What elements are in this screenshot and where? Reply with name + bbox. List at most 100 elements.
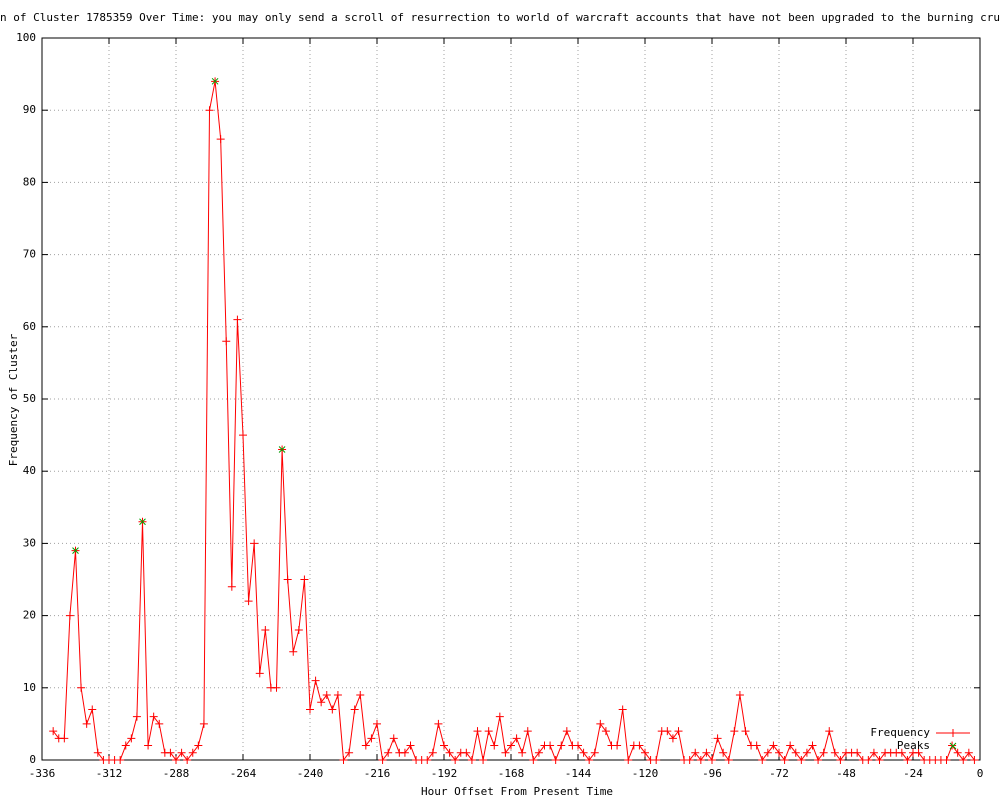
point-marker bbox=[278, 446, 286, 453]
point-marker bbox=[244, 597, 253, 606]
point-marker bbox=[82, 719, 91, 728]
x-tick-label: -72 bbox=[769, 767, 789, 780]
point-marker bbox=[88, 705, 97, 714]
point-marker bbox=[735, 691, 744, 700]
point-marker bbox=[959, 756, 968, 764]
point-marker bbox=[473, 727, 482, 736]
y-tick-label: 40 bbox=[23, 464, 36, 477]
point-marker bbox=[479, 756, 488, 764]
y-tick-label: 70 bbox=[23, 248, 36, 261]
legend-marker bbox=[949, 729, 957, 737]
y-tick-label: 20 bbox=[23, 609, 36, 622]
point-marker bbox=[914, 748, 923, 757]
point-marker bbox=[512, 734, 521, 743]
point-marker bbox=[596, 719, 605, 728]
point-marker bbox=[367, 734, 376, 743]
point-marker bbox=[199, 719, 208, 728]
legend-label: Frequency bbox=[870, 726, 930, 739]
point-marker bbox=[65, 611, 74, 620]
x-tick-label: 0 bbox=[977, 767, 984, 780]
point-marker bbox=[613, 741, 622, 750]
point-marker bbox=[233, 315, 242, 324]
point-marker bbox=[574, 741, 582, 750]
x-tick-label: -336 bbox=[29, 767, 56, 780]
point-marker bbox=[534, 748, 543, 757]
point-marker bbox=[802, 748, 811, 757]
point-marker bbox=[350, 705, 359, 714]
x-tick-label: -96 bbox=[702, 767, 722, 780]
point-marker bbox=[345, 748, 354, 757]
y-tick-label: 90 bbox=[23, 103, 36, 116]
point-marker bbox=[674, 727, 683, 736]
point-marker bbox=[836, 756, 845, 764]
point-marker bbox=[166, 748, 175, 757]
y-tick-label: 50 bbox=[23, 392, 36, 405]
point-marker bbox=[830, 748, 839, 757]
plot-frame bbox=[41, 37, 981, 761]
y-axis-label: Frequency of Cluster bbox=[7, 333, 20, 466]
point-marker bbox=[808, 741, 817, 750]
point-marker bbox=[227, 582, 236, 591]
y-tick-label: 60 bbox=[23, 320, 36, 333]
point-marker bbox=[964, 748, 973, 757]
point-marker bbox=[702, 748, 711, 757]
point-marker bbox=[551, 756, 560, 764]
x-tick-label: -168 bbox=[498, 767, 525, 780]
x-tick-label: -240 bbox=[297, 767, 324, 780]
point-marker bbox=[708, 756, 716, 764]
point-marker bbox=[116, 756, 125, 764]
point-marker bbox=[155, 719, 164, 728]
point-marker bbox=[490, 741, 499, 750]
point-marker bbox=[222, 337, 231, 346]
point-marker bbox=[194, 741, 203, 750]
point-marker bbox=[864, 756, 873, 764]
point-marker bbox=[132, 712, 141, 721]
point-marker bbox=[183, 756, 192, 764]
point-marker bbox=[361, 741, 370, 750]
point-marker bbox=[501, 748, 510, 757]
point-marker bbox=[853, 748, 862, 757]
y-tick-label: 80 bbox=[23, 175, 36, 188]
point-marker bbox=[652, 756, 661, 764]
legend-marker bbox=[949, 742, 957, 750]
point-marker bbox=[518, 748, 527, 757]
legend-label: Peaks bbox=[897, 739, 930, 752]
point-marker bbox=[797, 756, 806, 764]
point-marker bbox=[434, 719, 443, 728]
point-marker bbox=[205, 106, 214, 115]
point-marker bbox=[451, 756, 460, 764]
point-marker bbox=[93, 748, 102, 757]
point-marker bbox=[791, 748, 800, 757]
point-marker bbox=[814, 756, 823, 764]
point-marker bbox=[294, 626, 303, 635]
point-marker bbox=[49, 727, 58, 736]
point-marker bbox=[445, 748, 454, 757]
point-marker bbox=[127, 734, 136, 743]
point-marker bbox=[72, 547, 79, 554]
point-marker bbox=[467, 756, 476, 764]
point-marker bbox=[724, 756, 733, 764]
point-marker bbox=[713, 734, 722, 743]
y-tick-label: 0 bbox=[29, 753, 36, 766]
point-marker bbox=[484, 727, 493, 736]
point-marker bbox=[339, 756, 348, 764]
x-tick-label: -24 bbox=[903, 767, 923, 780]
point-marker bbox=[300, 575, 309, 584]
point-marker bbox=[897, 748, 906, 757]
point-marker bbox=[356, 691, 365, 700]
point-marker bbox=[562, 727, 571, 736]
x-tick-label: -312 bbox=[96, 767, 123, 780]
series-line bbox=[52, 81, 975, 762]
point-marker bbox=[752, 741, 761, 750]
point-marker bbox=[333, 691, 342, 700]
point-marker bbox=[272, 683, 281, 692]
point-marker bbox=[970, 756, 979, 764]
point-marker bbox=[819, 748, 828, 757]
point-marker bbox=[317, 698, 326, 707]
point-marker bbox=[719, 748, 728, 757]
point-marker bbox=[322, 691, 331, 700]
x-tick-label: -192 bbox=[431, 767, 458, 780]
point-marker bbox=[306, 705, 314, 714]
point-marker bbox=[758, 756, 767, 764]
